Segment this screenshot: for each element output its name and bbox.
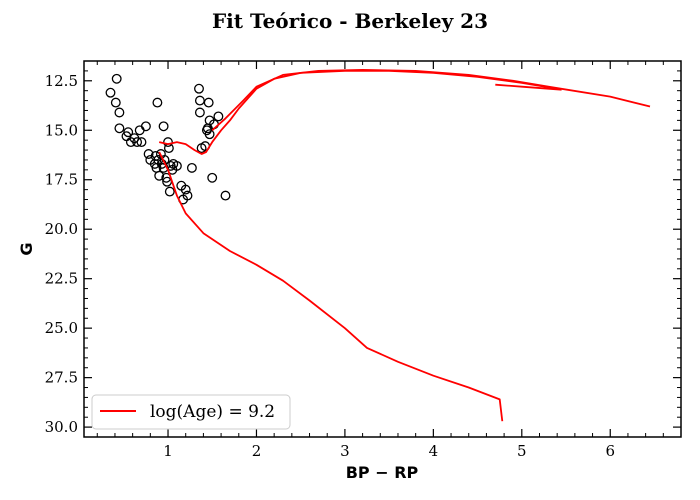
x-tick-label: 4 xyxy=(429,442,439,460)
star-point xyxy=(194,95,205,106)
star-point xyxy=(186,162,197,173)
star-point xyxy=(207,172,218,183)
star-point xyxy=(163,137,173,148)
x-tick-label: 2 xyxy=(252,442,262,460)
star-point xyxy=(171,160,182,171)
star-point xyxy=(204,129,215,140)
star-point xyxy=(203,97,214,108)
isochrone-line-branch-3 xyxy=(158,151,504,422)
x-tick-label: 6 xyxy=(605,442,615,460)
star-point xyxy=(143,149,154,159)
star-point xyxy=(123,127,134,138)
y-tick-label: 15.0 xyxy=(45,121,78,139)
star-point xyxy=(114,123,125,134)
y-tick-label: 30.0 xyxy=(45,418,78,436)
star-point xyxy=(182,190,193,201)
star-point xyxy=(164,186,175,197)
legend-label: log(Age) = 9.2 xyxy=(150,402,275,422)
y-tick-label: 25.0 xyxy=(45,319,78,337)
star-point xyxy=(140,121,151,132)
star-point xyxy=(132,137,143,148)
y-tick-label: 22.5 xyxy=(45,270,78,288)
star-point xyxy=(220,190,231,201)
star-point xyxy=(134,125,145,136)
x-tick-label: 3 xyxy=(340,442,350,460)
axis-ticks: 1 2 3 4 5 6 12.5 15.0 17.5 20.0 22.5 25.0 27.5 30.0 xyxy=(45,61,681,460)
x-tick-label: 5 xyxy=(517,442,527,460)
star-point xyxy=(136,137,147,148)
star-point xyxy=(194,107,205,118)
star-point xyxy=(111,73,122,84)
isochrone-line-branch-2 xyxy=(495,83,562,91)
star-point xyxy=(194,83,204,94)
y-tick-label: 17.5 xyxy=(45,171,78,189)
star-point xyxy=(158,121,169,132)
isochrone-line-branch-1 xyxy=(211,69,651,131)
plot-area xyxy=(105,69,651,422)
y-tick-label: 20.0 xyxy=(45,220,78,238)
x-tick-label: 1 xyxy=(163,442,173,460)
chart-title: Fit Teórico - Berkeley 23 xyxy=(212,9,488,33)
star-point xyxy=(213,111,224,122)
star-point xyxy=(180,184,191,195)
isochrone-line-branch-0 xyxy=(159,70,558,155)
star-point xyxy=(110,97,121,108)
star-point xyxy=(152,97,163,108)
y-tick-label: 12.5 xyxy=(45,72,78,90)
star-point xyxy=(163,143,174,154)
plot-frame xyxy=(83,60,682,438)
y-axis-label: G xyxy=(17,242,36,255)
legend-box xyxy=(91,394,291,430)
star-point xyxy=(114,107,125,118)
y-tick-label: 27.5 xyxy=(45,369,78,387)
legend: log(Age) = 9.2 xyxy=(91,394,291,430)
x-axis-label: BP − RP xyxy=(346,463,419,482)
star-point xyxy=(154,170,165,181)
star-point xyxy=(105,87,116,98)
